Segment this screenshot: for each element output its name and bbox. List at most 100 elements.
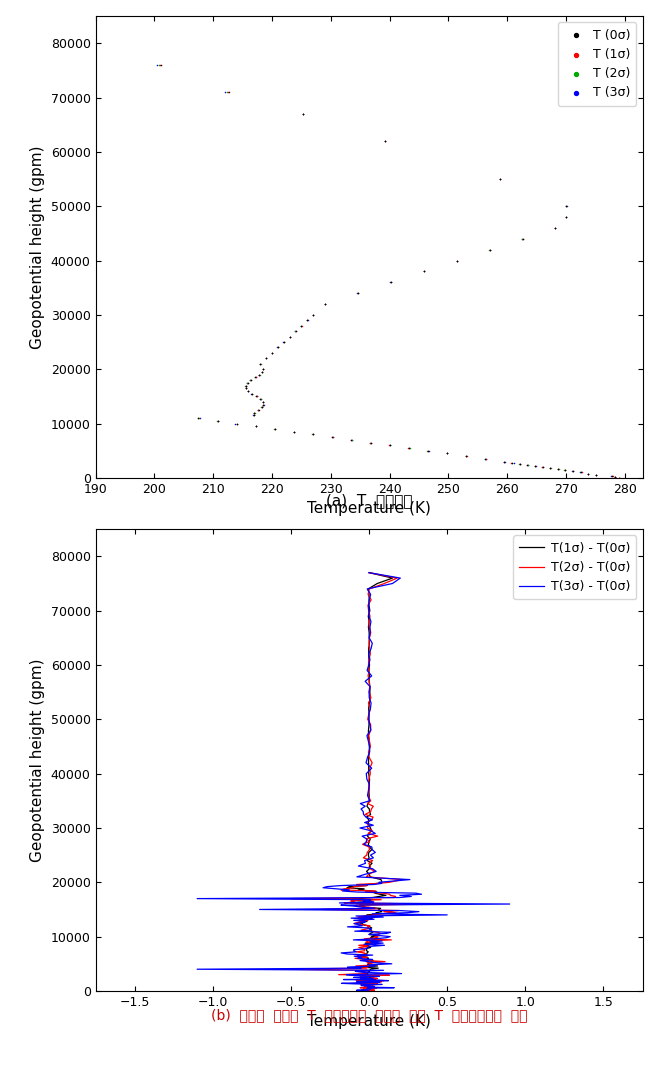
T (0σ)	[451, 252, 462, 270]
T (1σ)	[423, 442, 434, 460]
T (2σ)	[575, 464, 586, 481]
T (2σ)	[255, 366, 266, 383]
T (1σ)	[461, 448, 472, 465]
T (1σ)	[254, 366, 265, 383]
T(2σ) - T(0σ)	[381, 955, 389, 968]
T(2σ) - T(0σ)	[353, 975, 361, 988]
T(3σ) - T(0σ)	[365, 566, 373, 579]
T (2σ)	[250, 388, 261, 405]
T (2σ)	[212, 412, 223, 430]
T (1σ)	[256, 398, 267, 416]
T (3σ)	[272, 339, 283, 357]
T (1σ)	[267, 345, 277, 362]
T (0σ)	[517, 230, 528, 247]
T (2σ)	[537, 459, 548, 476]
T (3σ)	[385, 274, 395, 291]
T (2σ)	[418, 263, 429, 280]
T (2σ)	[591, 466, 602, 483]
T (3σ)	[266, 345, 277, 362]
T (3σ)	[517, 230, 528, 247]
T (1σ)	[550, 219, 561, 236]
T (1σ)	[249, 407, 260, 424]
T (2σ)	[302, 311, 312, 329]
T (3σ)	[559, 462, 570, 479]
T (0σ)	[495, 171, 505, 188]
T (1σ)	[560, 462, 571, 479]
T (1σ)	[270, 420, 280, 437]
T (2σ)	[583, 465, 593, 482]
T (3σ)	[380, 132, 390, 149]
Y-axis label: Geopotential height (gpm): Geopotential height (gpm)	[30, 145, 45, 349]
T (0σ)	[243, 374, 253, 391]
T (1σ)	[254, 391, 265, 408]
Text: (a)  T  프로파일: (a) T 프로파일	[326, 493, 413, 508]
T(3σ) - T(0σ)	[350, 944, 358, 957]
T (3σ)	[567, 463, 577, 480]
T (2σ)	[257, 363, 268, 380]
T (0σ)	[290, 322, 301, 339]
T (0σ)	[253, 402, 264, 419]
T (3σ)	[308, 425, 318, 442]
T (1σ)	[583, 465, 594, 482]
T (0σ)	[279, 333, 289, 350]
Legend: T (0σ), T (1σ), T (2σ), T (3σ): T (0σ), T (1σ), T (2σ), T (3σ)	[558, 23, 637, 105]
T (2σ)	[422, 442, 432, 460]
T (0σ)	[308, 306, 318, 323]
T (2σ)	[559, 462, 569, 479]
T (3σ)	[243, 382, 253, 400]
T (1σ)	[193, 409, 204, 426]
T (0σ)	[297, 105, 308, 122]
T (1σ)	[403, 439, 414, 456]
T (1σ)	[297, 105, 308, 122]
T (2σ)	[404, 439, 415, 456]
T (3σ)	[347, 432, 357, 449]
T (3σ)	[544, 460, 555, 477]
T (1σ)	[155, 57, 165, 74]
T (0σ)	[249, 404, 260, 421]
T(1σ) - T(0σ)	[362, 910, 370, 923]
T (2σ)	[258, 361, 268, 378]
T (2σ)	[561, 208, 571, 226]
T (0σ)	[552, 461, 563, 478]
T (2σ)	[507, 454, 517, 471]
T (0σ)	[231, 415, 242, 432]
T (2σ)	[384, 437, 395, 454]
T (2σ)	[240, 377, 250, 394]
T (3σ)	[256, 363, 267, 380]
T (3σ)	[254, 366, 264, 383]
T (1σ)	[576, 464, 587, 481]
T (0σ)	[537, 459, 548, 476]
T (2σ)	[365, 434, 376, 451]
T (3σ)	[500, 453, 510, 470]
T (1σ)	[250, 418, 261, 435]
T (1σ)	[249, 404, 260, 421]
T (3σ)	[258, 361, 269, 378]
T (0σ)	[607, 467, 617, 484]
T (3σ)	[320, 295, 331, 313]
T (1σ)	[258, 396, 268, 413]
T (0σ)	[386, 274, 396, 291]
T (0σ)	[422, 442, 433, 460]
T(1σ) - T(0σ)	[365, 985, 373, 998]
T (2σ)	[607, 467, 617, 484]
T (1σ)	[530, 458, 540, 475]
T (2σ)	[517, 230, 528, 247]
T (3σ)	[251, 368, 262, 386]
T (1σ)	[257, 363, 268, 380]
T (0σ)	[270, 420, 280, 437]
T(2σ) - T(0σ)	[351, 900, 359, 913]
T (3σ)	[552, 461, 563, 478]
T (2σ)	[523, 456, 533, 474]
T (0σ)	[193, 409, 204, 426]
T (0σ)	[545, 460, 556, 477]
T (0σ)	[257, 393, 268, 410]
T (3σ)	[418, 263, 429, 280]
T(2σ) - T(0σ)	[355, 941, 363, 954]
T (3σ)	[258, 396, 269, 413]
T (0σ)	[258, 361, 268, 378]
T (1σ)	[246, 372, 256, 389]
T (0σ)	[480, 450, 490, 467]
T(3σ) - T(0σ)	[364, 955, 372, 968]
T (0σ)	[583, 465, 594, 482]
T (2σ)	[550, 219, 561, 236]
